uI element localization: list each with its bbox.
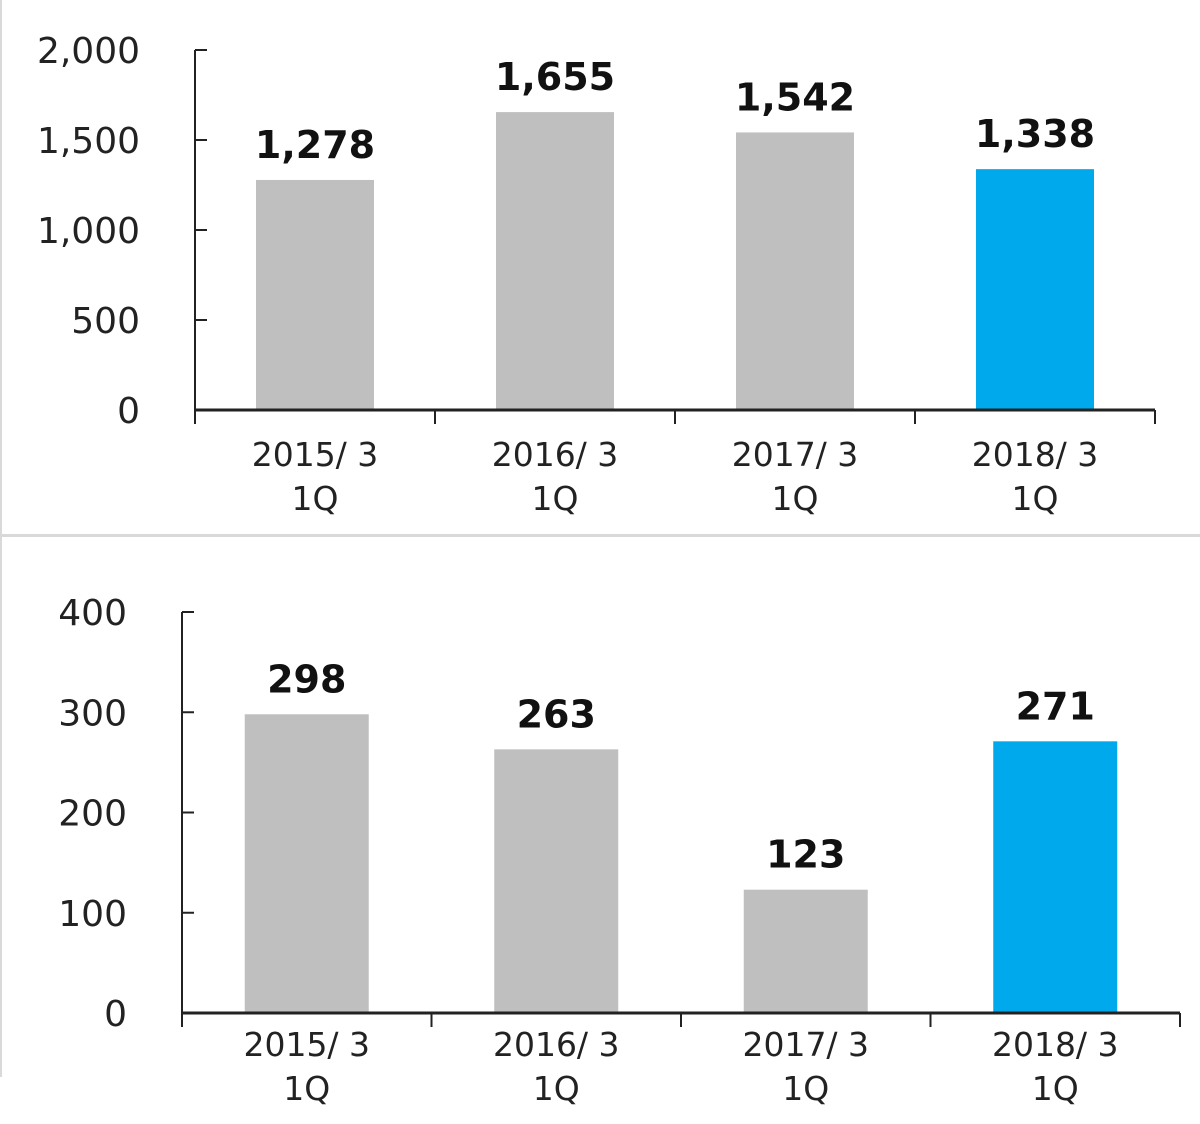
y-tick-label: 1,500: [37, 121, 140, 162]
bar: [993, 741, 1118, 1013]
x-category-label: 2018/ 3: [992, 1025, 1119, 1064]
y-tick-label: 100: [58, 894, 127, 935]
chart-top: 0 500 1,000 1,500 2,000 1,278 2015/ 3 1Q 1,655 20…: [37, 31, 1156, 518]
data-label: 123: [766, 833, 845, 877]
x-category-label: 2017/ 3: [732, 435, 859, 474]
y-tick-label: 0: [117, 391, 140, 432]
bar: [976, 169, 1094, 410]
x-category-label: 1Q: [1032, 1069, 1079, 1108]
x-category-label: 2018/ 3: [972, 435, 1099, 474]
x-category-label: 1Q: [772, 479, 819, 518]
y-tick-label: 500: [71, 301, 140, 342]
x-category-label: 2015/ 3: [243, 1025, 370, 1064]
y-tick-label: 1,000: [37, 211, 140, 252]
bar: [736, 132, 854, 410]
y-tick-label: 200: [58, 794, 127, 835]
data-label: 263: [517, 692, 596, 736]
panel-edge-bottom: [0, 537, 2, 1077]
data-label: 1,338: [975, 112, 1095, 156]
y-tick-label: 0: [104, 994, 127, 1035]
x-category-label: 2016/ 3: [492, 435, 619, 474]
x-category-label: 1Q: [782, 1069, 829, 1108]
data-label: 271: [1016, 684, 1095, 728]
x-category-label: 1Q: [533, 1069, 580, 1108]
data-label: 298: [267, 657, 346, 701]
data-label: 1,542: [735, 75, 855, 119]
data-label: 1,278: [255, 123, 375, 167]
y-tick-label: 2,000: [37, 31, 140, 72]
bar: [256, 179, 374, 410]
bar: [496, 112, 614, 410]
panel-divider: [0, 534, 1200, 537]
x-category-label: 2016/ 3: [493, 1025, 620, 1064]
y-tick-label: 400: [58, 593, 127, 634]
x-category-label: 1Q: [1012, 479, 1059, 518]
bar: [244, 714, 369, 1013]
x-category-label: 1Q: [283, 1069, 330, 1108]
x-category-label: 2017/ 3: [742, 1025, 869, 1064]
y-tick-label: 300: [58, 693, 127, 734]
x-category-label: 1Q: [292, 479, 339, 518]
data-label: 1,655: [495, 55, 615, 99]
x-category-label: 2015/ 3: [252, 435, 379, 474]
x-category-label: 1Q: [532, 479, 579, 518]
panel-edge-top: [0, 0, 2, 534]
bar: [743, 889, 868, 1013]
chart-bottom: 0 100 200 300 400 298 2015/ 3 1Q 263 2016/ 3 1Q 123…: [58, 593, 1181, 1108]
bar: [494, 749, 619, 1013]
